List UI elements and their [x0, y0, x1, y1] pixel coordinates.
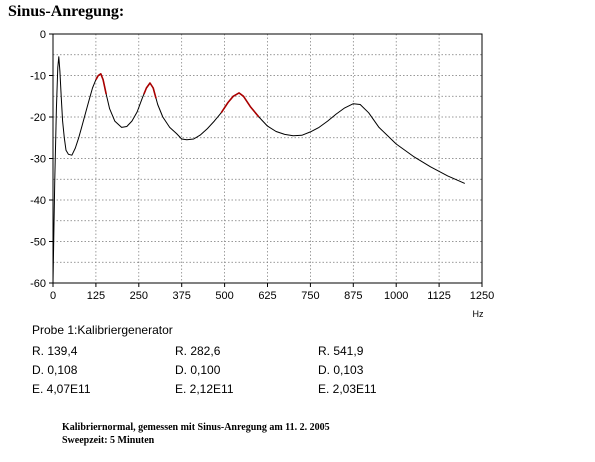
result-e-3: E. 2,03E11 [318, 382, 377, 396]
result-r-2: R. 282,6 [175, 344, 221, 358]
result-r-1: R. 139,4 [32, 344, 78, 358]
x-tick-label: 250 [130, 290, 148, 302]
resonance-fit-highlight-2 [143, 82, 157, 99]
x-axis-ticks: 0 125 250 375 500 625 750 875 1000 1125 1250 [50, 283, 494, 302]
result-e-1: E. 4,07E11 [32, 382, 91, 396]
result-d-1: D. 0,108 [32, 363, 78, 377]
x-tick-label: 1125 [427, 290, 451, 302]
result-e-2: E. 2,12E11 [175, 382, 234, 396]
y-tick-label: -30 [30, 154, 46, 166]
x-tick-label: 0 [50, 290, 56, 302]
results-table: R. 139,4 R. 282,6 R. 541,9 D. 0,108 D. 0… [32, 343, 492, 397]
footnote: Kalibriernormal, gemessen mit Sinus-Anre… [62, 421, 330, 447]
y-tick-label: 0 [40, 29, 46, 41]
response-curve-line [52, 56, 466, 284]
result-d-2: D. 0,100 [175, 363, 221, 377]
y-tick-label: -10 [30, 71, 46, 83]
probe-title: Probe 1:Kalibriergenerator [32, 323, 173, 337]
y-axis-ticks: 0 -10 -20 -30 -40 -50 -60 [30, 29, 53, 290]
x-tick-label: 875 [344, 290, 362, 302]
y-tick-label: -50 [30, 237, 46, 249]
x-tick-label: 1000 [384, 290, 408, 302]
footnote-line-1: Kalibriernormal, gemessen mit Sinus-Anre… [62, 422, 330, 433]
x-tick-label: 375 [173, 290, 191, 302]
chart-series [52, 56, 466, 284]
resonance-fit-highlight-3 [220, 92, 260, 118]
frequency-response-chart: 0 125 250 375 500 625 750 875 1000 1125 1250 0 -10 -… [30, 29, 494, 319]
x-tick-label: 750 [301, 290, 319, 302]
result-r-3: R. 541,9 [318, 344, 364, 358]
x-tick-label: 125 [87, 290, 105, 302]
footnote-line-2: Sweepzeit: 5 Minuten [62, 435, 155, 446]
x-tick-label: 625 [258, 290, 276, 302]
chart-grid [53, 34, 482, 283]
result-d-3: D. 0,103 [318, 363, 364, 377]
resonance-fit-highlight-1 [95, 73, 107, 95]
x-tick-label: 500 [215, 290, 233, 302]
y-tick-label: -40 [30, 195, 46, 207]
y-tick-label: -60 [30, 278, 46, 290]
page-heading: Sinus-Anregung: [8, 3, 125, 20]
y-tick-label: -20 [30, 112, 46, 124]
x-tick-label: 1250 [470, 290, 494, 302]
x-axis-unit-label: Hz [473, 309, 484, 319]
